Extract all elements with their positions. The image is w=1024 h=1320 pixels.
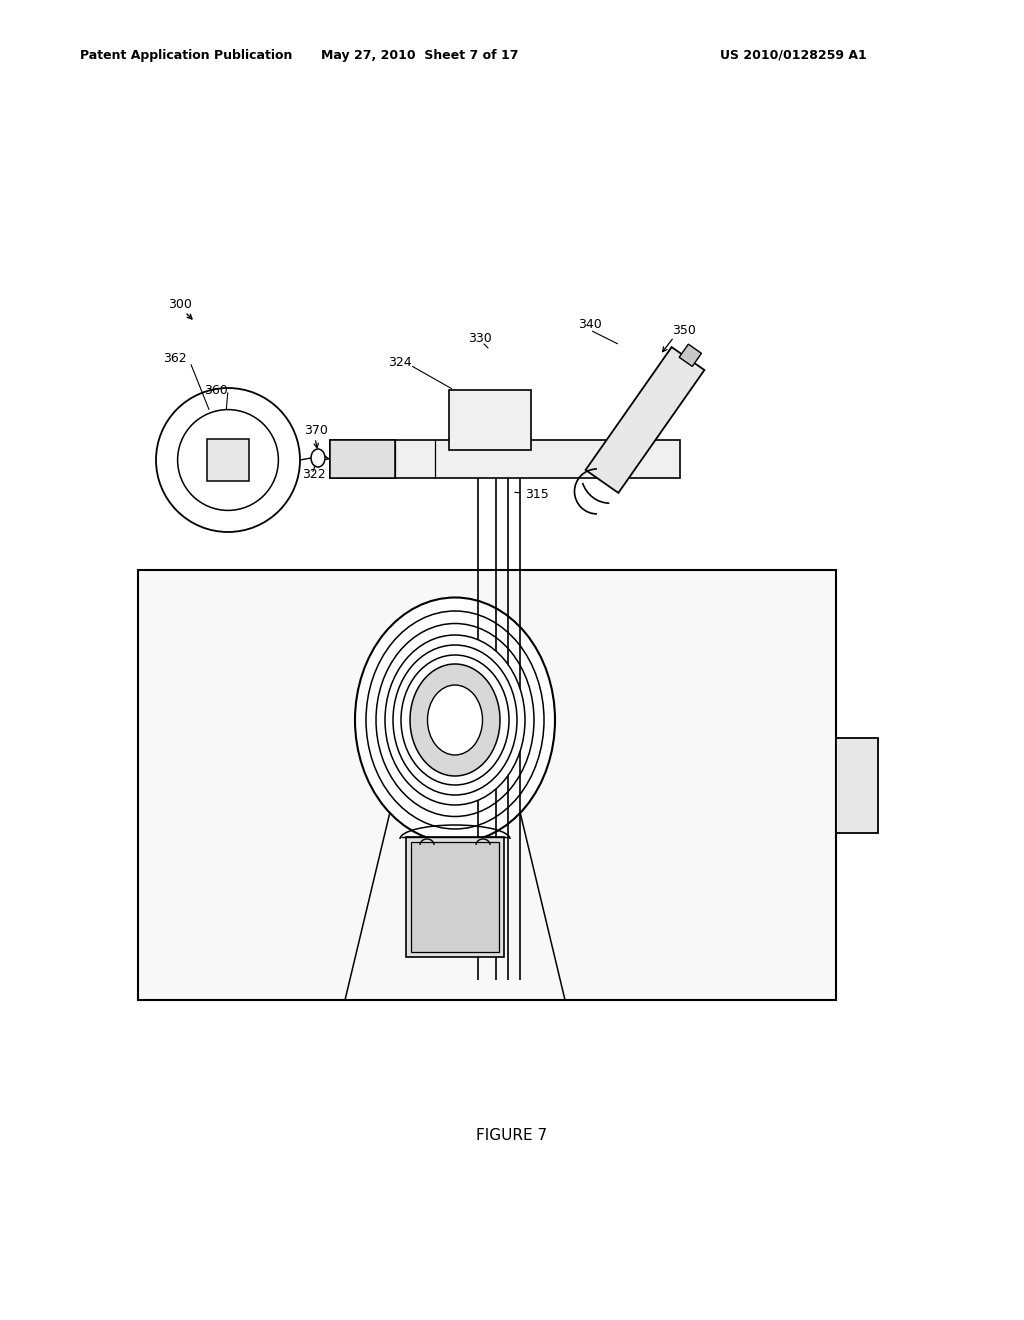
Text: 315: 315 bbox=[525, 488, 549, 502]
Text: 330: 330 bbox=[468, 331, 492, 345]
Bar bbox=[138, 570, 836, 1001]
Ellipse shape bbox=[355, 598, 555, 842]
Bar bbox=[406, 837, 504, 957]
Ellipse shape bbox=[385, 635, 525, 805]
Text: 362: 362 bbox=[163, 351, 186, 364]
Ellipse shape bbox=[311, 449, 325, 467]
Bar bbox=[330, 440, 395, 478]
Text: 340: 340 bbox=[578, 318, 602, 331]
Polygon shape bbox=[679, 345, 701, 367]
Ellipse shape bbox=[401, 655, 509, 785]
Circle shape bbox=[177, 409, 279, 511]
Circle shape bbox=[156, 388, 300, 532]
Text: US 2010/0128259 A1: US 2010/0128259 A1 bbox=[720, 49, 866, 62]
Text: FIGURE 7: FIGURE 7 bbox=[476, 1127, 548, 1143]
Text: 360: 360 bbox=[204, 384, 227, 396]
Ellipse shape bbox=[366, 611, 544, 829]
Text: 322: 322 bbox=[302, 469, 326, 482]
Text: May 27, 2010  Sheet 7 of 17: May 27, 2010 Sheet 7 of 17 bbox=[322, 49, 519, 62]
Bar bbox=[411, 842, 499, 952]
Text: 300: 300 bbox=[168, 298, 191, 312]
Ellipse shape bbox=[376, 623, 534, 817]
Text: 370: 370 bbox=[304, 424, 328, 437]
Ellipse shape bbox=[393, 645, 517, 795]
Bar bbox=[330, 440, 680, 478]
Text: 324: 324 bbox=[388, 355, 412, 368]
Ellipse shape bbox=[427, 685, 482, 755]
Ellipse shape bbox=[410, 664, 500, 776]
Polygon shape bbox=[586, 347, 705, 492]
Text: Patent Application Publication: Patent Application Publication bbox=[80, 49, 293, 62]
Bar bbox=[836, 738, 878, 833]
Bar bbox=[449, 389, 531, 450]
Bar bbox=[207, 440, 249, 480]
Text: 350: 350 bbox=[672, 323, 696, 337]
